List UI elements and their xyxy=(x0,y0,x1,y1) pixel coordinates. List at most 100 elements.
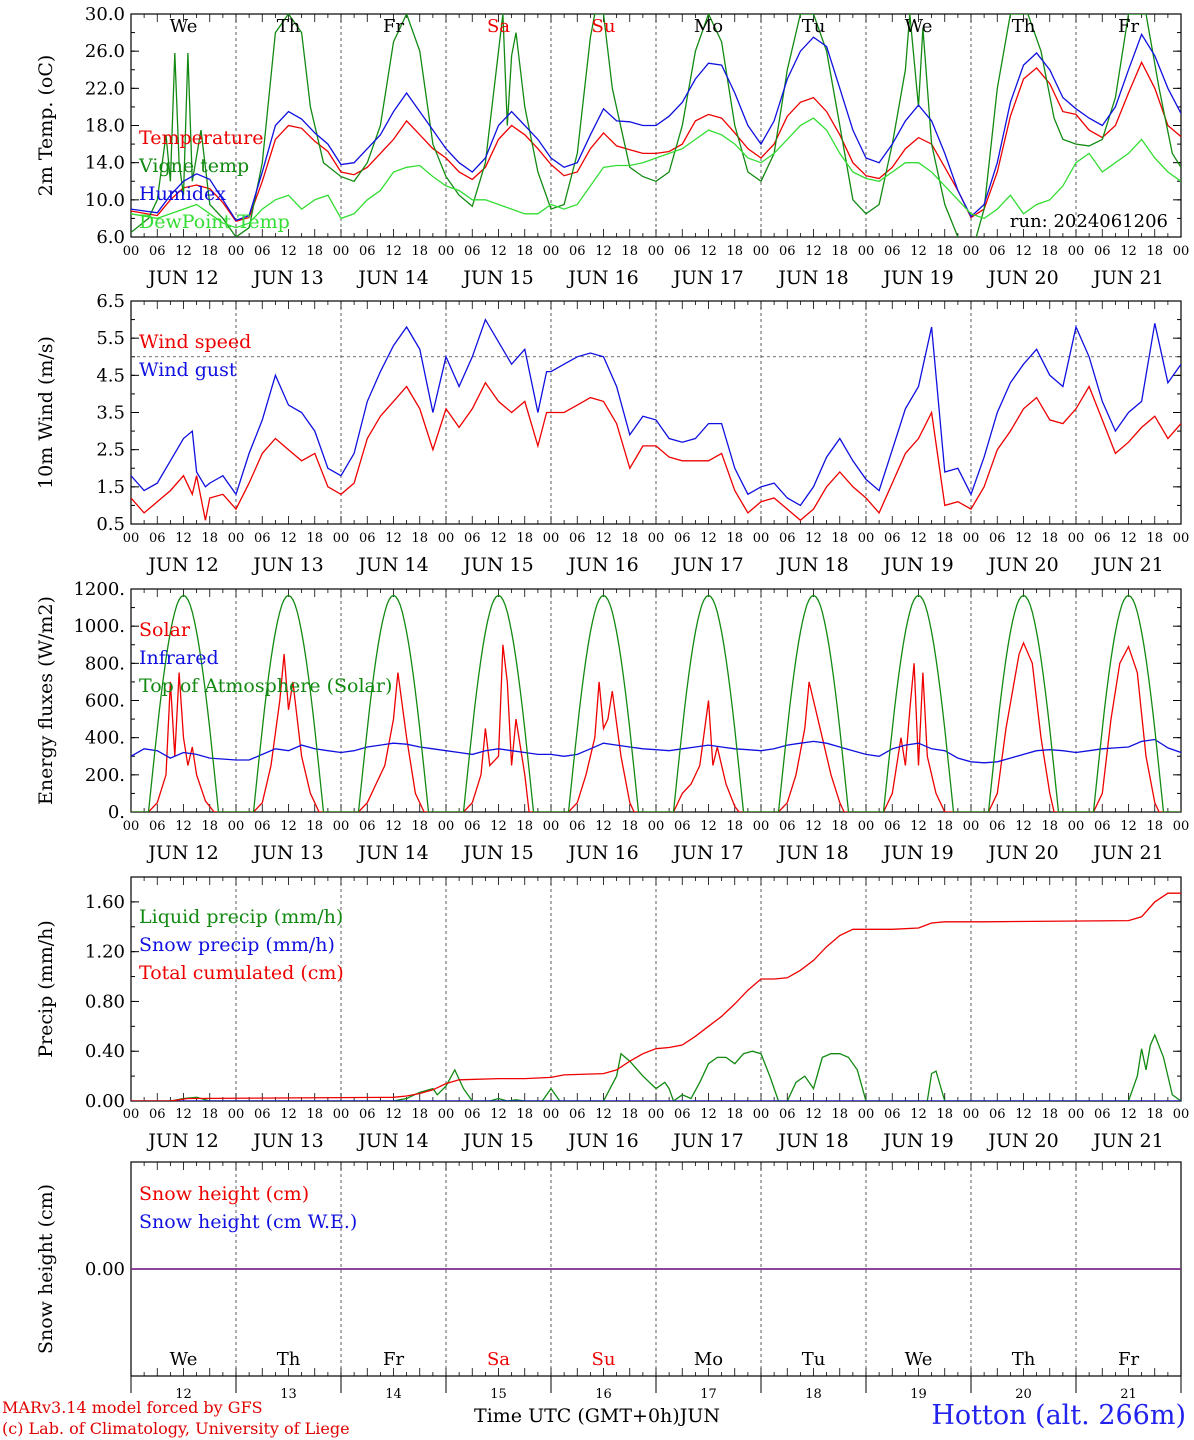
hour-label: 18 xyxy=(726,819,743,834)
hour-label: 18 xyxy=(306,531,323,546)
y-tick-label: 10.0 xyxy=(85,190,125,211)
weekday-label: Th xyxy=(1012,1349,1036,1370)
date-label: JUN 21 xyxy=(1091,267,1163,289)
hour-label: 00 xyxy=(1173,1107,1190,1122)
credit-lab: (c) Lab. of Climatology, University of L… xyxy=(2,1419,350,1438)
hour-label: 18 xyxy=(1041,531,1058,546)
hour-label: 00 xyxy=(753,819,770,834)
hour-label: 06 xyxy=(884,244,901,259)
hour-label: 06 xyxy=(989,531,1006,546)
date-label: JUN 15 xyxy=(461,267,533,289)
hour-label: 12 xyxy=(490,1107,507,1122)
weekday-label: We xyxy=(905,16,933,37)
hour-label: 18 xyxy=(1041,244,1058,259)
date-label: JUN 21 xyxy=(1091,842,1163,864)
hour-label: 00 xyxy=(858,1107,875,1122)
hour-label: 18 xyxy=(726,1107,743,1122)
station-name: Hotton (alt. 266m) xyxy=(931,1400,1186,1431)
weekday-label: Fr xyxy=(383,1349,404,1370)
hour-label: 12 xyxy=(910,531,927,546)
hour-label: 00 xyxy=(228,531,245,546)
date-label: JUN 20 xyxy=(986,554,1058,576)
hour-label: 06 xyxy=(569,1107,586,1122)
hour-label: 18 xyxy=(621,1107,638,1122)
hour-label: 06 xyxy=(1094,819,1111,834)
x-axis-title: Time UTC (GMT+0h)JUN xyxy=(0,1405,1194,1427)
hour-label: 00 xyxy=(333,819,350,834)
hour-label: 06 xyxy=(779,244,796,259)
hour-label: 12 xyxy=(1120,819,1137,834)
hour-label: 06 xyxy=(884,531,901,546)
weekday-label: Th xyxy=(1012,16,1036,37)
hour-label: 12 xyxy=(805,244,822,259)
date-label: JUN 17 xyxy=(671,267,743,289)
hour-label: 12 xyxy=(1015,531,1032,546)
date-label: JUN 13 xyxy=(251,554,323,576)
hour-label: 12 xyxy=(280,819,297,834)
hour-label: 06 xyxy=(149,1107,166,1122)
legend-entry: Wind speed xyxy=(139,331,251,353)
series-line xyxy=(131,892,1181,1101)
y-tick-label: 0.00 xyxy=(85,1259,125,1280)
hour-label: 00 xyxy=(123,1107,140,1122)
weekday-label: Su xyxy=(592,16,616,37)
hour-label: 06 xyxy=(254,1107,271,1122)
legend-entry: Solar xyxy=(139,619,191,641)
y-tick-label: 6.0 xyxy=(96,227,125,248)
hour-label: 12 xyxy=(385,244,402,259)
hour-label: 12 xyxy=(385,531,402,546)
legend-entry: Vigne temp xyxy=(138,155,249,177)
y-tick-label: 0. xyxy=(108,802,125,823)
hour-label: 12 xyxy=(700,244,717,259)
run-label: run: 2024061206 xyxy=(1010,211,1168,232)
hour-label: 18 xyxy=(1146,1107,1163,1122)
date-label: JUN 18 xyxy=(776,554,848,576)
hour-label: 12 xyxy=(490,531,507,546)
hour-label: 00 xyxy=(123,819,140,834)
date-label: JUN 18 xyxy=(776,842,848,864)
hour-label: 06 xyxy=(1094,1107,1111,1122)
y-tick-label: 400. xyxy=(85,728,125,749)
date-label: JUN 14 xyxy=(356,1130,428,1152)
hour-label: 12 xyxy=(595,1107,612,1122)
hour-label: 18 xyxy=(516,1107,533,1122)
hour-label: 12 xyxy=(385,1107,402,1122)
weekday-label: Sa xyxy=(487,16,510,37)
date-label: JUN 15 xyxy=(461,1130,533,1152)
y-tick-label: 2.5 xyxy=(96,440,125,461)
hour-label: 00 xyxy=(228,819,245,834)
hour-label: 00 xyxy=(438,531,455,546)
hour-label: 18 xyxy=(201,531,218,546)
date-label: JUN 19 xyxy=(881,554,953,576)
hour-label: 00 xyxy=(648,819,665,834)
series-line xyxy=(131,1033,1181,1101)
series-line xyxy=(131,14,1181,237)
hour-label: 12 xyxy=(805,819,822,834)
date-label: JUN 17 xyxy=(671,1130,743,1152)
hour-label: 06 xyxy=(254,244,271,259)
legend-entry: Liquid precip (mm/h) xyxy=(139,906,343,928)
hour-label: 00 xyxy=(438,1107,455,1122)
date-label: JUN 14 xyxy=(356,842,428,864)
date-label: JUN 18 xyxy=(776,267,848,289)
weekday-label: Fr xyxy=(383,16,404,37)
hour-label: 18 xyxy=(201,819,218,834)
y-tick-label: 0.80 xyxy=(85,991,125,1012)
day-number-label: 18 xyxy=(805,1387,822,1402)
hour-label: 12 xyxy=(595,244,612,259)
hour-label: 00 xyxy=(1068,531,1085,546)
legend-entry: Humidex xyxy=(139,183,226,205)
hour-label: 00 xyxy=(753,244,770,259)
hour-label: 00 xyxy=(963,1107,980,1122)
hour-label: 00 xyxy=(648,1107,665,1122)
date-label: JUN 14 xyxy=(356,554,428,576)
hour-label: 12 xyxy=(490,244,507,259)
hour-label: 12 xyxy=(805,1107,822,1122)
hour-label: 12 xyxy=(910,819,927,834)
hour-label: 06 xyxy=(254,819,271,834)
hour-label: 06 xyxy=(569,531,586,546)
hour-label: 18 xyxy=(936,531,953,546)
hour-label: 06 xyxy=(254,531,271,546)
weekday-label: We xyxy=(170,16,198,37)
weekday-label: Tu xyxy=(802,1349,826,1370)
